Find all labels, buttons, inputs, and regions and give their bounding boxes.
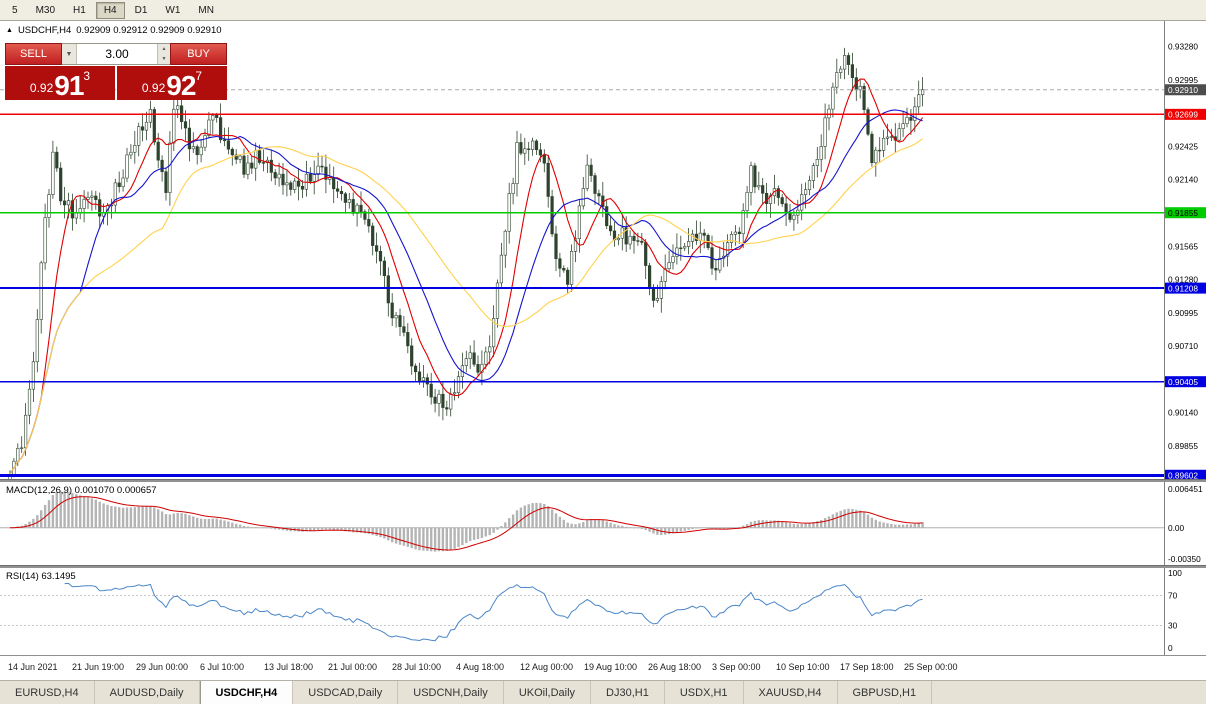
timeframe-button-w1[interactable]: W1 xyxy=(157,2,188,19)
volume-up-icon[interactable]: ▲ xyxy=(158,44,170,54)
buy-price-pip: 7 xyxy=(195,69,203,83)
time-axis-label: 25 Sep 00:00 xyxy=(904,662,958,672)
sell-price-pip: 3 xyxy=(83,69,91,83)
rsi-canvas[interactable]: 100 70 30 0 xyxy=(0,568,1206,655)
svg-text:0.91565: 0.91565 xyxy=(1168,242,1198,252)
chart-tab-usdcnh-daily[interactable]: USDCNH,Daily xyxy=(398,681,504,704)
panel-divider[interactable] xyxy=(0,565,1206,568)
chart-tab-eurusd-h4[interactable]: EURUSD,H4 xyxy=(0,681,95,704)
svg-text:0.92425: 0.92425 xyxy=(1168,141,1198,151)
macd-label: MACD(12,26,9) 0.001070 0.000657 xyxy=(6,485,157,496)
chart-tab-dj30-h1[interactable]: DJ30,H1 xyxy=(591,681,665,704)
timeframe-button-h4[interactable]: H4 xyxy=(95,1,125,19)
chart-tab-usdcad-daily[interactable]: USDCAD,Daily xyxy=(293,681,399,704)
macd-canvas[interactable]: 0.006451 0.00 -0.00350 xyxy=(0,482,1206,565)
sell-button[interactable]: SELL xyxy=(5,43,62,65)
time-axis-label: 28 Jul 10:00 xyxy=(392,662,442,672)
price-chart-panel: 0.93280 0.92995 0.92425 0.92140 0.91565 0.912… xyxy=(0,21,1206,479)
svg-text:0: 0 xyxy=(1168,643,1173,653)
chart-tab-audusd-daily[interactable]: AUDUSD,Daily xyxy=(95,681,200,704)
timeframe-toolbar: 5 M30 H1 H4 D1 W1 MN xyxy=(0,0,1206,21)
buy-price-big-digits: 92 xyxy=(166,70,196,101)
time-axis-label: 14 Jun 2021 xyxy=(8,662,58,672)
panel-divider[interactable] xyxy=(0,479,1206,482)
chart-tab-gbpusd-h1[interactable]: GBPUSD,H1 xyxy=(838,681,933,704)
buy-price-prefix: 0.92 xyxy=(141,81,166,95)
svg-text:0.90405: 0.90405 xyxy=(1168,377,1198,387)
svg-text:0.90995: 0.90995 xyxy=(1168,308,1198,318)
volume-spinner: ▲ ▼ xyxy=(157,44,170,64)
svg-text:70: 70 xyxy=(1168,591,1178,601)
chart-tab-usdx-h1[interactable]: USDX,H1 xyxy=(665,681,744,704)
timeframe-button-5[interactable]: 5 xyxy=(4,2,26,19)
svg-text:-0.00350: -0.00350 xyxy=(1168,554,1201,564)
time-axis-label: 10 Sep 10:00 xyxy=(776,662,830,672)
chart-tab-ukoil-daily[interactable]: UKOil,Daily xyxy=(504,681,592,704)
svg-text:0.89602: 0.89602 xyxy=(1168,470,1198,479)
time-axis-label: 17 Sep 18:00 xyxy=(840,662,894,672)
svg-text:0.92910: 0.92910 xyxy=(1168,85,1198,95)
svg-text:0.91855: 0.91855 xyxy=(1168,208,1198,218)
volume-dropdown-icon[interactable]: ▼ xyxy=(62,44,77,64)
chart-symbol-label: USDCHF,H4 xyxy=(17,25,72,36)
volume-input[interactable] xyxy=(77,44,157,64)
time-axis-label: 4 Aug 18:00 xyxy=(456,662,505,672)
time-axis-label: 21 Jul 00:00 xyxy=(328,662,378,672)
svg-text:100: 100 xyxy=(1168,568,1182,578)
time-axis-label: 26 Aug 18:00 xyxy=(648,662,702,672)
chart-tabs-bar: EURUSD,H4 AUDUSD,Daily USDCHF,H4 USDCAD,Dai… xyxy=(0,680,1206,704)
chart-ohlc-readout: ▲ USDCHF,H4 0.92909 0.92912 0.92909 0.92… xyxy=(6,25,222,36)
svg-text:0.92140: 0.92140 xyxy=(1168,174,1198,184)
collapse-one-click-icon[interactable]: ▲ xyxy=(6,27,13,34)
time-axis-label: 13 Jul 18:00 xyxy=(264,662,314,672)
time-axis-label: 12 Aug 00:00 xyxy=(520,662,574,672)
chart-tab-usdchf-h4[interactable]: USDCHF,H4 xyxy=(199,681,294,704)
chart-ohlc-values: 0.92909 0.92912 0.92909 0.92910 xyxy=(76,25,222,36)
svg-text:0.93280: 0.93280 xyxy=(1168,42,1198,52)
svg-text:0.00: 0.00 xyxy=(1168,523,1185,533)
svg-text:30: 30 xyxy=(1168,621,1178,631)
one-click-trading-widget: SELL ▼ ▲ ▼ BUY 0.92 91 3 0 xyxy=(5,43,227,100)
volume-down-icon[interactable]: ▼ xyxy=(158,54,170,64)
chart-tab-xauusd-h4[interactable]: XAUUSD,H4 xyxy=(744,681,838,704)
sell-price-big-digits: 91 xyxy=(54,70,84,101)
svg-text:0.89855: 0.89855 xyxy=(1168,441,1198,451)
buy-price-display[interactable]: 0.92 92 7 xyxy=(117,66,227,100)
timeframe-button-m30[interactable]: M30 xyxy=(28,2,63,19)
timeframe-button-mn[interactable]: MN xyxy=(190,2,222,19)
macd-indicator-panel: 0.006451 0.00 -0.00350 MACD(12,26,9) 0.001… xyxy=(0,482,1206,565)
time-axis-label: 21 Jun 19:00 xyxy=(72,662,125,672)
rsi-indicator-panel: 100 70 30 0 RSI(14) 63.1495 xyxy=(0,568,1206,655)
buy-button[interactable]: BUY xyxy=(170,43,227,65)
time-axis-label: 19 Aug 10:00 xyxy=(584,662,638,672)
timeframe-button-d1[interactable]: D1 xyxy=(127,2,156,19)
volume-control: ▼ ▲ ▼ xyxy=(62,43,170,65)
sell-price-prefix: 0.92 xyxy=(29,81,54,95)
svg-text:0.92699: 0.92699 xyxy=(1168,110,1198,120)
time-axis-label: 29 Jun 00:00 xyxy=(136,662,189,672)
time-axis-label: 6 Jul 10:00 xyxy=(200,662,245,672)
svg-text:0.92995: 0.92995 xyxy=(1168,75,1198,85)
sell-price-display[interactable]: 0.92 91 3 xyxy=(5,66,115,100)
rsi-label: RSI(14) 63.1495 xyxy=(6,571,76,582)
svg-text:0.91280: 0.91280 xyxy=(1168,275,1198,285)
svg-text:0.006451: 0.006451 xyxy=(1168,484,1203,494)
svg-text:0.91208: 0.91208 xyxy=(1168,283,1198,293)
svg-text:0.90710: 0.90710 xyxy=(1168,341,1198,351)
svg-text:0.90140: 0.90140 xyxy=(1168,408,1198,418)
time-axis[interactable]: 14 Jun 2021 21 Jun 19:00 29 Jun 00:00 6 Jul… xyxy=(0,655,1206,680)
time-axis-label: 3 Sep 00:00 xyxy=(712,662,761,672)
timeframe-button-h1[interactable]: H1 xyxy=(65,2,94,19)
